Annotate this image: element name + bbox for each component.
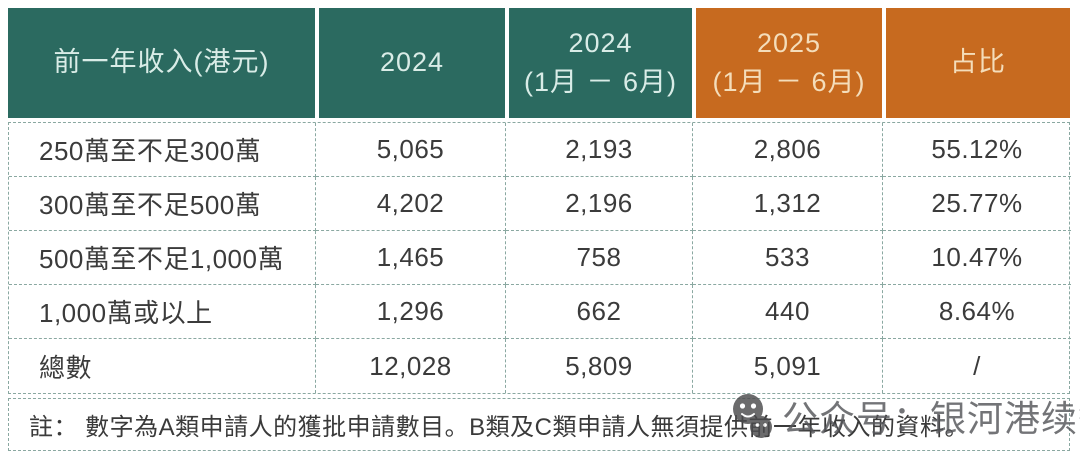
header-label-line2: (1月 － 6月) <box>712 67 866 97</box>
row-label: 1,000萬或以上 <box>9 285 316 339</box>
header-label-line1: 2024 <box>568 27 633 58</box>
header-cell-income-range: 前一年收入(港元) <box>8 8 315 118</box>
table-row: 1,000萬或以上 1,296 662 440 8.64% <box>9 285 1071 339</box>
value-2024-h1: 758 <box>506 231 693 285</box>
value-2024: 4,202 <box>316 177 506 231</box>
value-2024-h1: 662 <box>506 285 693 339</box>
value-share: 8.64% <box>883 285 1071 339</box>
row-label: 500萬至不足1,000萬 <box>9 231 316 285</box>
value-2025-h1: 1,312 <box>693 177 883 231</box>
table-row: 300萬至不足500萬 4,202 2,196 1,312 25.77% <box>9 177 1071 231</box>
value-2025-h1: 533 <box>693 231 883 285</box>
row-label-total: 總數 <box>9 339 316 393</box>
table-row-total: 總數 12,028 5,809 5,091 / <box>9 339 1069 393</box>
header-cell-2024: 2024 <box>315 8 505 118</box>
value-2025-h1: 5,091 <box>693 339 883 393</box>
header-cell-2024-h1: 2024 (1月 － 6月) <box>505 8 692 118</box>
table-footnote: 註： 數字為A類申請人的獲批申請數目。B類及C類申請人無須提供前一年收入的資料。 <box>8 398 1070 451</box>
value-2024-h1: 2,193 <box>506 123 693 177</box>
table-row: 250萬至不足300萬 5,065 2,193 2,806 55.12% <box>9 123 1071 177</box>
table-body: 250萬至不足300萬 5,065 2,193 2,806 55.12% 300… <box>8 122 1071 394</box>
value-2025-h1: 2,806 <box>693 123 883 177</box>
value-2024: 1,296 <box>316 285 506 339</box>
header-label: 2024 <box>379 47 445 78</box>
value-share: 55.12% <box>883 123 1071 177</box>
value-2024: 12,028 <box>316 339 506 393</box>
header-label: 占比 <box>950 47 1006 78</box>
value-2024: 1,465 <box>316 231 506 285</box>
header-label: 前一年收入(港元) <box>53 47 270 78</box>
header-cell-2025-h1: 2025 (1月 － 6月) <box>692 8 882 118</box>
header-label-line2: (1月 － 6月) <box>523 67 678 97</box>
value-share: / <box>973 350 981 381</box>
value-share: 10.47% <box>883 231 1071 285</box>
table-header-row: 前一年收入(港元) 2024 2024 (1月 － 6月) 2025 (1月 －… <box>8 8 1070 118</box>
income-statistics-table: 前一年收入(港元) 2024 2024 (1月 － 6月) 2025 (1月 －… <box>8 8 1071 451</box>
value-2024: 5,065 <box>316 123 506 177</box>
table-row: 500萬至不足1,000萬 1,465 758 533 10.47% <box>9 231 1071 285</box>
value-2025-h1: 440 <box>693 285 883 339</box>
row-label: 250萬至不足300萬 <box>9 123 316 177</box>
header-cell-share: 占比 <box>882 8 1070 118</box>
value-2024-h1: 2,196 <box>506 177 693 231</box>
value-2024-h1: 5,809 <box>506 339 693 393</box>
value-share: 25.77% <box>883 177 1071 231</box>
footnote-text: 註： 數字為A類申請人的獲批申請數目。B類及C類申請人無須提供前一年收入的資料。 <box>29 414 970 441</box>
header-label-line1: 2025 <box>756 27 822 58</box>
row-label: 300萬至不足500萬 <box>9 177 316 231</box>
